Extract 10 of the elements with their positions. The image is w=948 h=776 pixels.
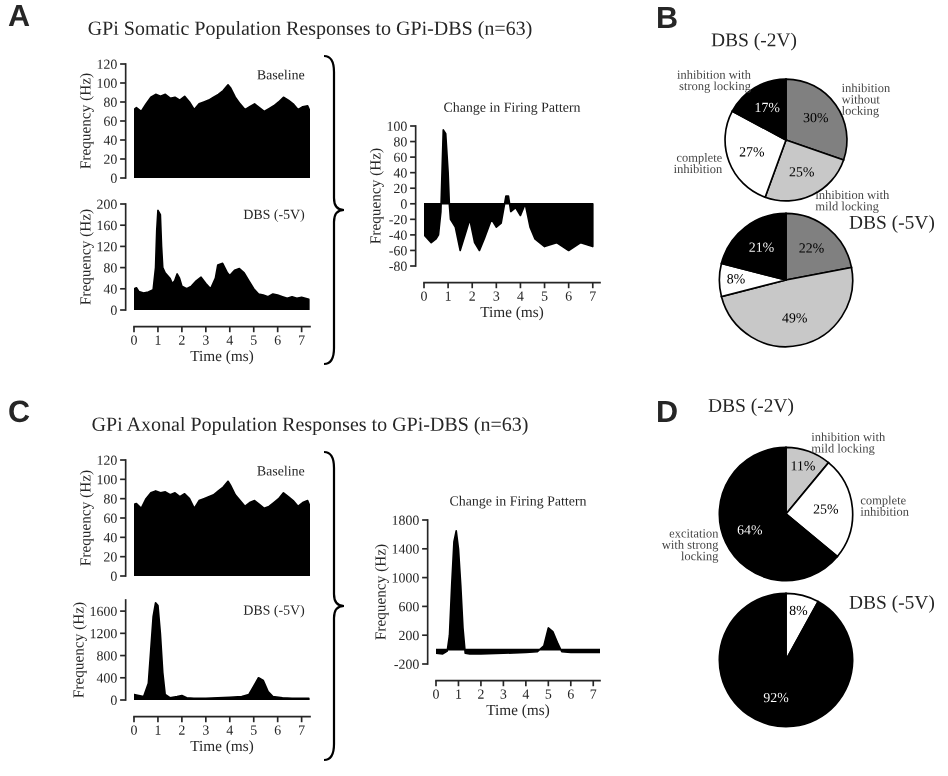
text: D: [658, 400, 677, 422]
text: GPi Axonal Population Responses to GPi-DBS (n=63): [92, 416, 528, 436]
chart-title: DBS (-2V): [708, 398, 794, 416]
chart-title: DBS (-5V): [849, 215, 935, 233]
chart-title: DBS (-2V): [711, 32, 797, 51]
text: B: [658, 6, 677, 28]
chart-title: DBS (-5V): [849, 595, 935, 613]
text: GPi Somatic Population Responses to GPi-DBS (n=63): [88, 20, 532, 40]
text: A: [8, 4, 30, 26]
text: C: [9, 400, 30, 423]
